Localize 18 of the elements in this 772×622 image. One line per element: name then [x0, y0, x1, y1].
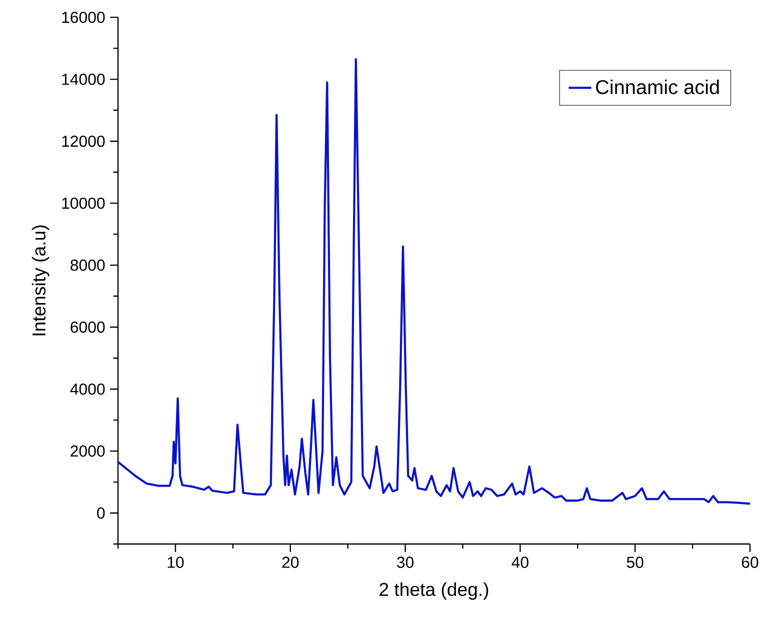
y-tick-label: 0	[97, 507, 105, 519]
x-tick-label: 10	[168, 556, 184, 568]
legend-label: Cinnamic acid	[596, 80, 719, 94]
y-axis-title: Intensity (a.u)	[32, 226, 50, 336]
y-tick-label: 2000	[70, 445, 105, 457]
y-tick-label: 10000	[62, 198, 105, 209]
y-tick-label: 6000	[70, 321, 105, 333]
y-tick-label: 12000	[62, 136, 105, 147]
x-axis-title: 2 theta (deg.)	[380, 582, 488, 600]
x-tick-label: 60	[742, 556, 758, 568]
x-tick-label: 30	[397, 556, 414, 568]
y-tick-label: 8000	[70, 260, 105, 271]
y-tick-label: 14000	[62, 74, 105, 85]
x-tick-label: 20	[282, 556, 299, 568]
x-tick-label: 50	[626, 556, 644, 568]
x-tick-label: 40	[512, 556, 528, 568]
y-tick-label: 16000	[62, 12, 105, 23]
y-tick-label: 4000	[70, 383, 105, 395]
